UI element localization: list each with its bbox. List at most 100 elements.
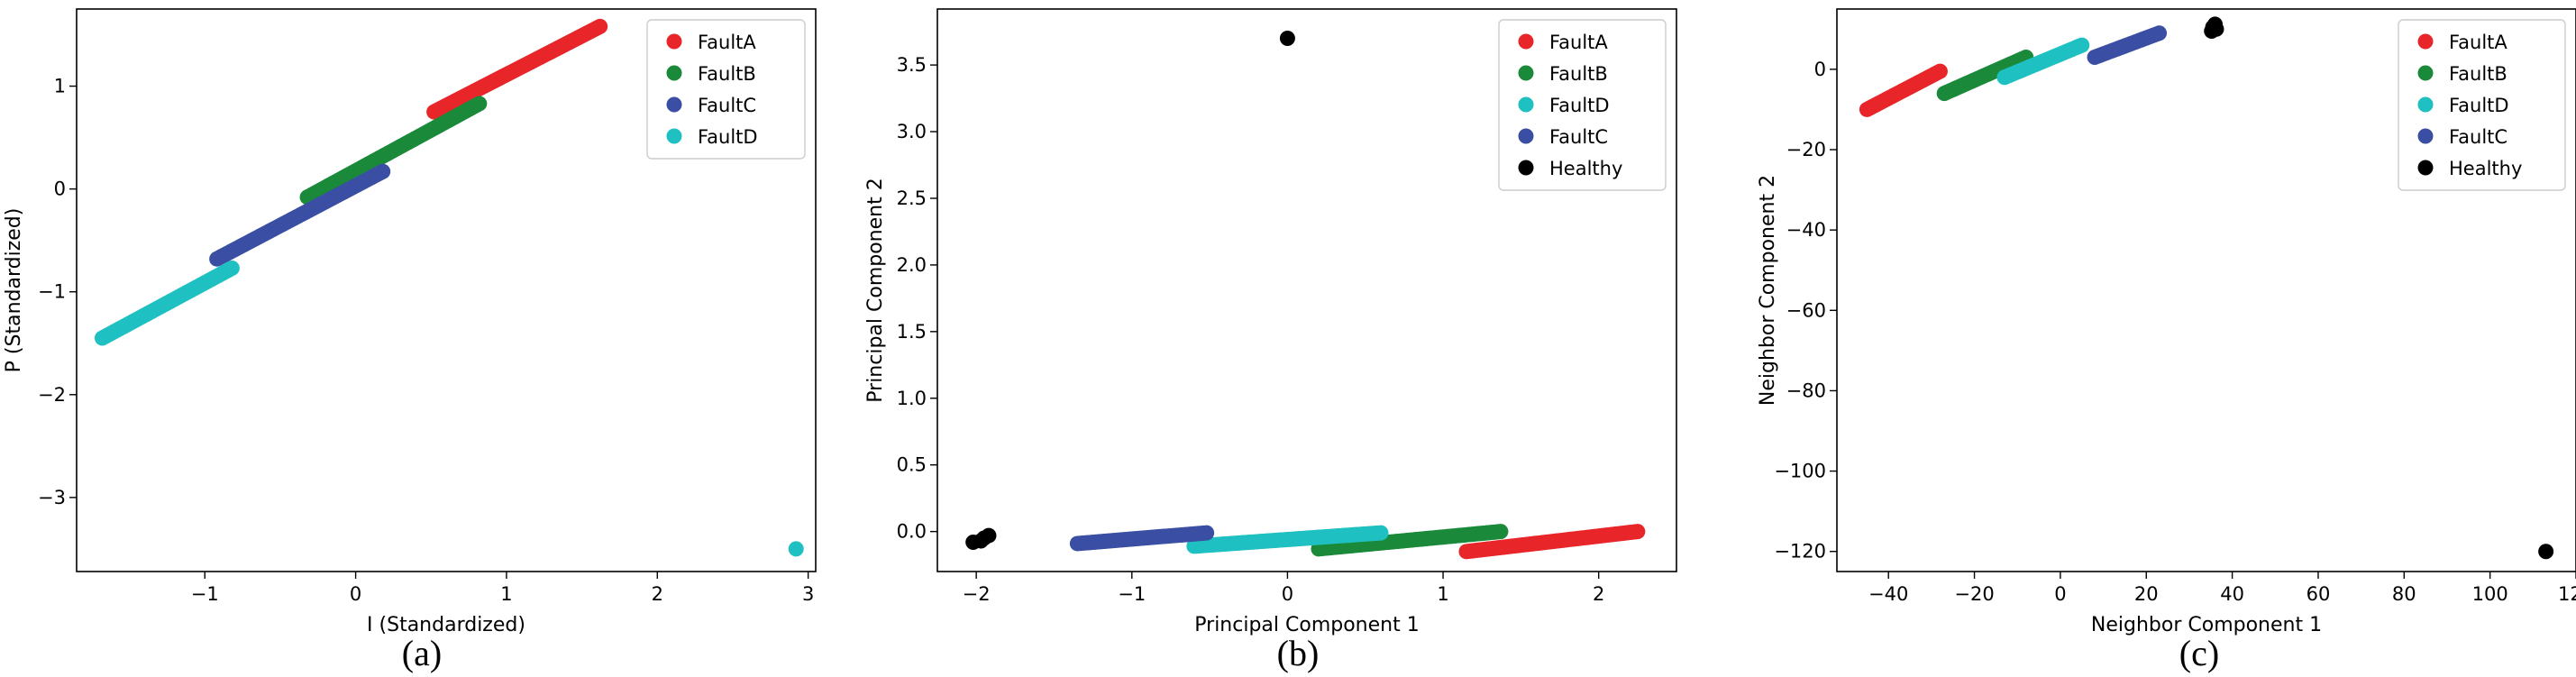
x-axis-label: I (Standardized) <box>367 614 525 636</box>
y-tick-label: −60 <box>1786 299 1826 321</box>
data-point-faultd <box>2074 37 2090 53</box>
legend-label-faultd: FaultD <box>1549 95 1610 116</box>
y-tick-label: −2 <box>38 384 66 406</box>
legend-marker-faultc <box>666 96 682 113</box>
legend-marker-faulta <box>666 33 682 50</box>
data-point-faultb <box>471 96 488 112</box>
x-tick-label: −40 <box>1868 583 1908 605</box>
panel-caption: (b) <box>1277 633 1320 673</box>
legend-marker-faultc <box>1518 128 1534 144</box>
axes-frame <box>76 8 817 572</box>
y-axis-label: Principal Component 2 <box>864 178 887 402</box>
legend-label-faultb: FaultB <box>2449 63 2507 85</box>
data-point-faulta <box>592 18 608 34</box>
legend-label-faultb: FaultB <box>698 63 756 85</box>
series-faultc <box>2087 25 2168 65</box>
legend-marker-faultb <box>2417 65 2434 81</box>
series-faulta <box>1458 524 1646 560</box>
legend-label-healthy: Healthy <box>1549 158 1622 179</box>
series-faultb <box>299 96 488 206</box>
series-faultd <box>94 260 804 557</box>
legend-label-faultd: FaultD <box>698 126 758 148</box>
y-tick-label: 0 <box>54 178 66 200</box>
legend-label-faultd: FaultD <box>2449 95 2509 116</box>
y-tick-label: 2.0 <box>897 254 927 276</box>
legend-marker-faultc <box>2417 128 2434 144</box>
series-faultd <box>1996 37 2090 86</box>
data-point-faultc <box>2151 25 2168 41</box>
chart-panel-c: −40 −20 0 20 40 60 80 100 120 −120 −100 −80 −60 −40 −2… <box>1757 8 2576 673</box>
x-tick-label: −20 <box>1954 583 1994 605</box>
data-point-healthy <box>976 530 992 546</box>
series-faulta <box>426 18 608 120</box>
legend: FaultA FaultB FaultD FaultC Healthy <box>2398 19 2566 191</box>
panel-caption: (a) <box>402 633 442 673</box>
data-point-faulta <box>1630 524 1646 540</box>
data-point-faultd <box>224 260 240 276</box>
y-tick-label: 3.0 <box>897 121 927 142</box>
x-tick-label: 20 <box>2134 583 2159 605</box>
chart-panel-a: −1 0 1 2 3 −3 −2 −1 0 1 I (Standardized) P (Standar… <box>3 8 817 673</box>
axes-frame <box>1836 8 2576 572</box>
y-tick-label: −40 <box>1786 219 1826 241</box>
x-tick-label: −1 <box>1118 583 1146 605</box>
legend-box <box>646 19 806 160</box>
y-tick-label: 1 <box>54 76 66 97</box>
legend-label-faultc: FaultC <box>698 95 756 116</box>
data-point-faultd <box>1373 525 1389 541</box>
series-faultc <box>209 163 391 267</box>
y-tick-label: −3 <box>38 487 66 508</box>
legend-marker-faultd <box>1518 96 1534 113</box>
y-tick-label: −1 <box>38 281 66 303</box>
y-tick-label: −120 <box>1774 541 1826 563</box>
x-tick-label: 0 <box>350 583 361 605</box>
series-faulta <box>1859 63 1948 117</box>
legend-marker-faulta <box>2417 33 2434 50</box>
data-point-faulta <box>1932 63 1948 79</box>
y-tick-label: −100 <box>1774 461 1826 482</box>
y-tick-label: 0 <box>1814 59 1826 80</box>
series-faultd <box>1186 525 1389 554</box>
data-point-faultc <box>1199 525 1215 541</box>
axes-frame <box>936 8 1677 572</box>
data-point-faultd <box>788 541 804 557</box>
legend-label-faultc: FaultC <box>2449 126 2507 148</box>
x-tick-label: −2 <box>963 583 991 605</box>
x-tick-label: 60 <box>2307 583 2331 605</box>
x-tick-label: 120 <box>2558 583 2576 605</box>
y-tick-label: 0.0 <box>897 521 927 543</box>
legend: FaultA FaultB FaultD FaultC Healthy <box>1498 19 1667 191</box>
legend-marker-faulta <box>1518 33 1534 50</box>
legend-marker-faultd <box>666 128 682 144</box>
legend-box <box>2398 19 2566 191</box>
x-tick-label: −1 <box>191 583 219 605</box>
y-tick-label: 1.0 <box>897 388 927 409</box>
data-point-faultc <box>375 163 391 179</box>
legend-label-faulta: FaultA <box>698 32 756 53</box>
data-point-healthy <box>2538 544 2554 560</box>
x-tick-label: 1 <box>1437 583 1448 605</box>
y-tick-label: 2.5 <box>897 188 927 209</box>
y-tick-label: 1.5 <box>897 321 927 343</box>
series-faultc <box>1069 525 1215 552</box>
legend-marker-healthy <box>1518 160 1534 176</box>
data-point-healthy <box>1279 31 1295 47</box>
legend-box <box>1498 19 1667 191</box>
legend-label-faultc: FaultC <box>1549 126 1608 148</box>
y-axis-label: Neighbor Component 2 <box>1757 175 1779 406</box>
x-axis-label: Principal Component 1 <box>1194 614 1419 636</box>
y-tick-label: −20 <box>1786 139 1826 160</box>
panel-caption: (c) <box>2179 633 2219 673</box>
y-tick-label: 0.5 <box>897 454 927 476</box>
y-tick-label: 3.5 <box>897 54 927 76</box>
x-axis-label: Neighbor Component 1 <box>2091 614 2322 636</box>
legend-marker-faultd <box>2417 96 2434 113</box>
series-healthy <box>965 31 1295 550</box>
series-healthy <box>2204 16 2554 560</box>
x-tick-label: 1 <box>500 583 512 605</box>
chart-panel-b: −2 −1 0 1 2 0.0 0.5 1.0 1.5 2.0 2.5 3.0 3.5 Principal… <box>864 8 1677 673</box>
legend-label-faultb: FaultB <box>1549 63 1608 85</box>
x-tick-label: 100 <box>2472 583 2508 605</box>
legend-marker-faultb <box>1518 65 1534 81</box>
